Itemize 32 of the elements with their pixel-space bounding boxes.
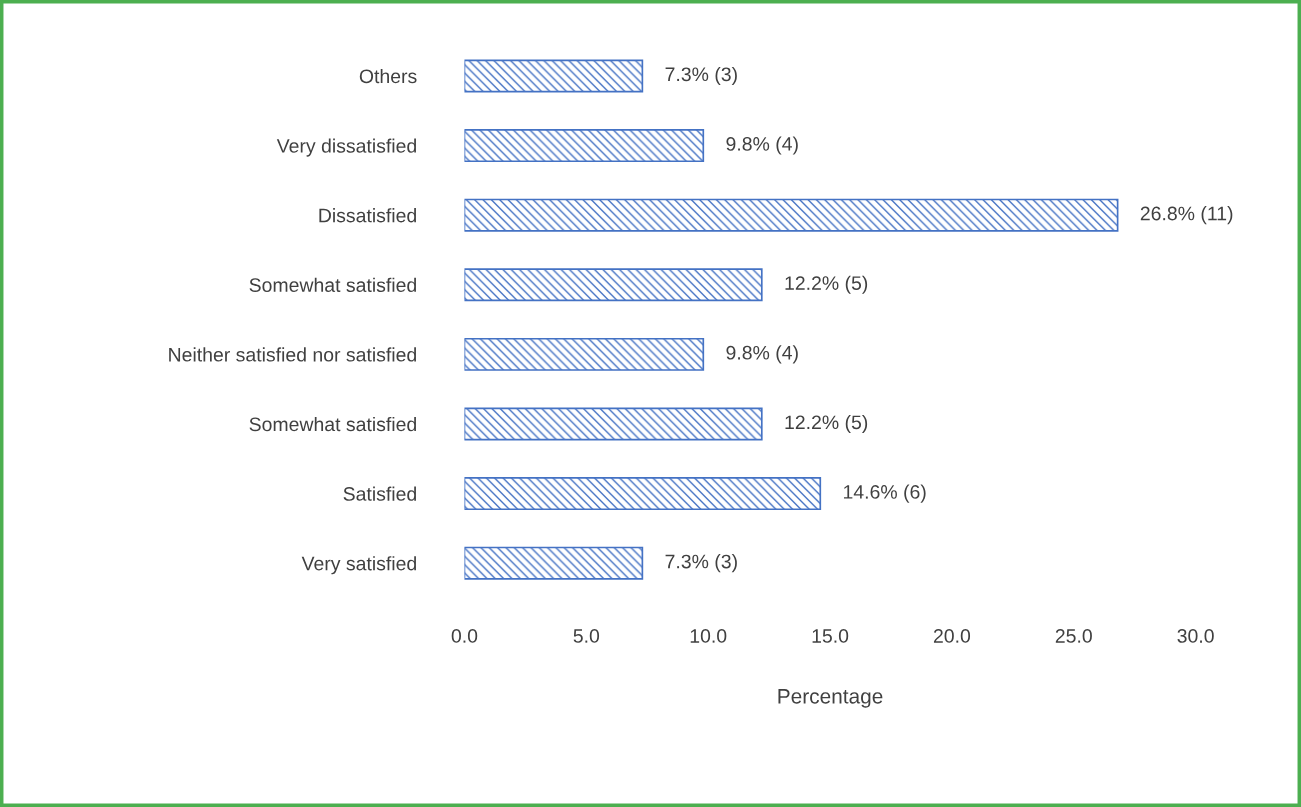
bar xyxy=(464,198,1119,232)
data-label: 9.8% (4) xyxy=(726,136,798,155)
data-label: 7.3% (3) xyxy=(665,554,737,573)
data-label: 12.2% (5) xyxy=(785,275,868,294)
y-tick-label: Neither satisfied nor satisfied xyxy=(169,347,416,362)
bar xyxy=(464,546,644,580)
bar xyxy=(464,407,763,441)
bar xyxy=(464,268,763,302)
x-tick-label: 25.0 xyxy=(1055,629,1092,643)
y-tick-label: Others xyxy=(359,68,417,84)
x-tick-label: 30.0 xyxy=(1177,629,1214,643)
data-label: 12.2% (5) xyxy=(785,414,868,434)
data-label: 26.8% (11) xyxy=(1140,206,1233,225)
y-tick-label: Somewhat satisfied xyxy=(249,416,416,432)
y-tick-label: Very dissatisfied xyxy=(276,138,416,157)
data-label: 14.6% (6) xyxy=(843,484,926,503)
bar xyxy=(464,129,705,163)
data-label: 7.3% (3) xyxy=(665,66,737,86)
x-tick-label: 5.0 xyxy=(573,629,600,643)
bar xyxy=(464,337,705,371)
bar xyxy=(464,59,644,93)
x-tick-label: 20.0 xyxy=(933,629,971,643)
x-tick-label: 0.0 xyxy=(451,629,478,643)
x-axis-title: Percentage xyxy=(778,689,883,708)
data-label: 9.8% (4) xyxy=(726,345,798,364)
y-tick-label: Very satisfied xyxy=(301,556,416,575)
bar xyxy=(464,477,822,511)
y-tick-label: Somewhat satisfied xyxy=(249,277,416,293)
y-tick-label: Dissatisfied xyxy=(319,208,416,223)
x-tick-label: 10.0 xyxy=(690,629,727,643)
y-tick-label: Satisfied xyxy=(343,486,416,501)
x-tick-label: 15.0 xyxy=(812,629,849,643)
